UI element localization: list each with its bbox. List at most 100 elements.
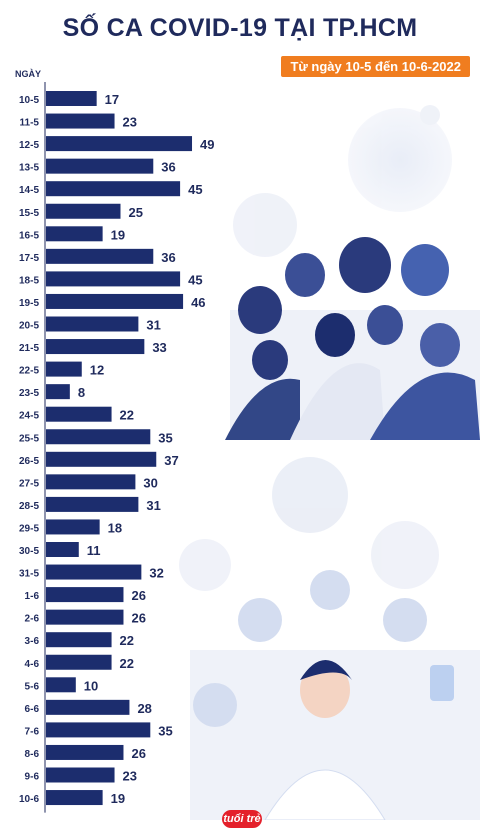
data-label: 36: [161, 250, 175, 265]
tick-label: 5-6: [25, 681, 40, 692]
tick-label: 1-6: [25, 591, 40, 602]
tick-label: 2-6: [25, 614, 40, 625]
tick-label: 12-5: [19, 140, 39, 151]
data-label: 10: [84, 678, 98, 693]
bar: [46, 654, 112, 670]
data-label: 37: [164, 453, 178, 468]
data-label: 18: [108, 520, 122, 535]
tick-label: 26-5: [19, 456, 39, 467]
bar: [46, 496, 139, 512]
tick-label: 6-6: [25, 704, 40, 715]
doctor-illustration: [190, 570, 480, 820]
data-label: 19: [111, 791, 125, 806]
tick-label: 21-5: [19, 343, 39, 354]
data-label: 30: [143, 475, 157, 490]
data-label: 46: [191, 295, 205, 310]
tick-label: 22-5: [19, 366, 39, 377]
tick-label: 27-5: [19, 478, 39, 489]
tick-label: 30-5: [19, 546, 39, 557]
data-label: 23: [123, 769, 137, 784]
data-label: 35: [158, 723, 172, 738]
tick-label: 29-5: [19, 523, 39, 534]
bar: [46, 406, 112, 422]
bar: [46, 203, 121, 219]
data-label: 17: [105, 92, 119, 107]
bar: [46, 136, 193, 152]
tick-label: 9-6: [25, 772, 40, 783]
tick-label: 31-5: [19, 569, 39, 580]
tuoi-tre-logo: tuổi trẻ: [222, 810, 262, 828]
tick-label: 25-5: [19, 433, 39, 444]
bar: [46, 677, 76, 693]
page-title: SỐ CA COVID-19 TẠI TP.HCM: [62, 14, 418, 42]
bar: [46, 339, 145, 355]
data-label: 26: [131, 588, 145, 603]
data-label: 32: [149, 566, 163, 581]
data-label: 8: [78, 385, 85, 400]
bar: [46, 790, 103, 806]
data-label: 25: [129, 205, 143, 220]
axis-label: NGÀY: [15, 69, 41, 79]
bar: [46, 429, 151, 445]
bar: [46, 91, 97, 106]
bar: [46, 722, 151, 738]
tick-label: 17-5: [19, 253, 39, 264]
bar: [46, 384, 70, 400]
bar: [46, 519, 100, 535]
tick-label: 20-5: [19, 321, 39, 332]
tick-label: 7-6: [25, 726, 40, 737]
data-label: 45: [188, 182, 202, 197]
data-label: 33: [152, 340, 166, 355]
tick-label: 8-6: [25, 749, 40, 760]
bar: [46, 361, 82, 377]
bar: [46, 609, 124, 625]
bar: [46, 271, 181, 287]
data-label: 35: [158, 430, 172, 445]
data-label: 26: [131, 611, 145, 626]
people-illustration: [225, 237, 480, 440]
bar: [46, 226, 103, 242]
bar: [46, 113, 115, 129]
illustration-background: [179, 105, 480, 820]
bar: [46, 632, 112, 648]
bar: [46, 316, 139, 332]
tick-label: 19-5: [19, 298, 39, 309]
bar: [46, 474, 136, 490]
tick-label: 10-5: [19, 95, 39, 106]
tick-label: 13-5: [19, 163, 39, 174]
tick-label: 28-5: [19, 501, 39, 512]
data-label: 49: [200, 137, 214, 152]
bar: [46, 542, 79, 557]
tick-label: 11-5: [20, 118, 40, 129]
bar: [46, 564, 142, 580]
data-label: 22: [120, 408, 134, 423]
bar: [46, 158, 154, 174]
data-label: 45: [188, 272, 202, 287]
data-label: 36: [161, 160, 175, 175]
bar: [46, 767, 115, 783]
bar: [46, 293, 184, 309]
tick-label: 4-6: [25, 659, 40, 670]
data-label: 22: [120, 633, 134, 648]
bar: [46, 587, 124, 603]
tick-label: 24-5: [19, 411, 39, 422]
tick-label: 18-5: [19, 275, 39, 286]
date-range-badge: Từ ngày 10-5 đến 10-6-2022: [281, 56, 470, 77]
data-label: 19: [111, 227, 125, 242]
tick-label: 3-6: [25, 636, 40, 647]
tick-label: 15-5: [19, 208, 39, 219]
data-label: 26: [131, 746, 145, 761]
data-label: 31: [146, 498, 160, 513]
tick-label: 16-5: [19, 230, 39, 241]
data-label: 31: [146, 318, 160, 333]
data-label: 11: [87, 543, 101, 558]
bar: [46, 451, 157, 467]
data-label: 23: [123, 115, 137, 130]
data-label: 12: [90, 363, 104, 378]
tick-label: 14-5: [19, 185, 39, 196]
data-label: 22: [120, 656, 134, 671]
tick-label: 23-5: [19, 388, 39, 399]
data-label: 28: [137, 701, 151, 716]
tick-label: 10-6: [19, 794, 39, 805]
